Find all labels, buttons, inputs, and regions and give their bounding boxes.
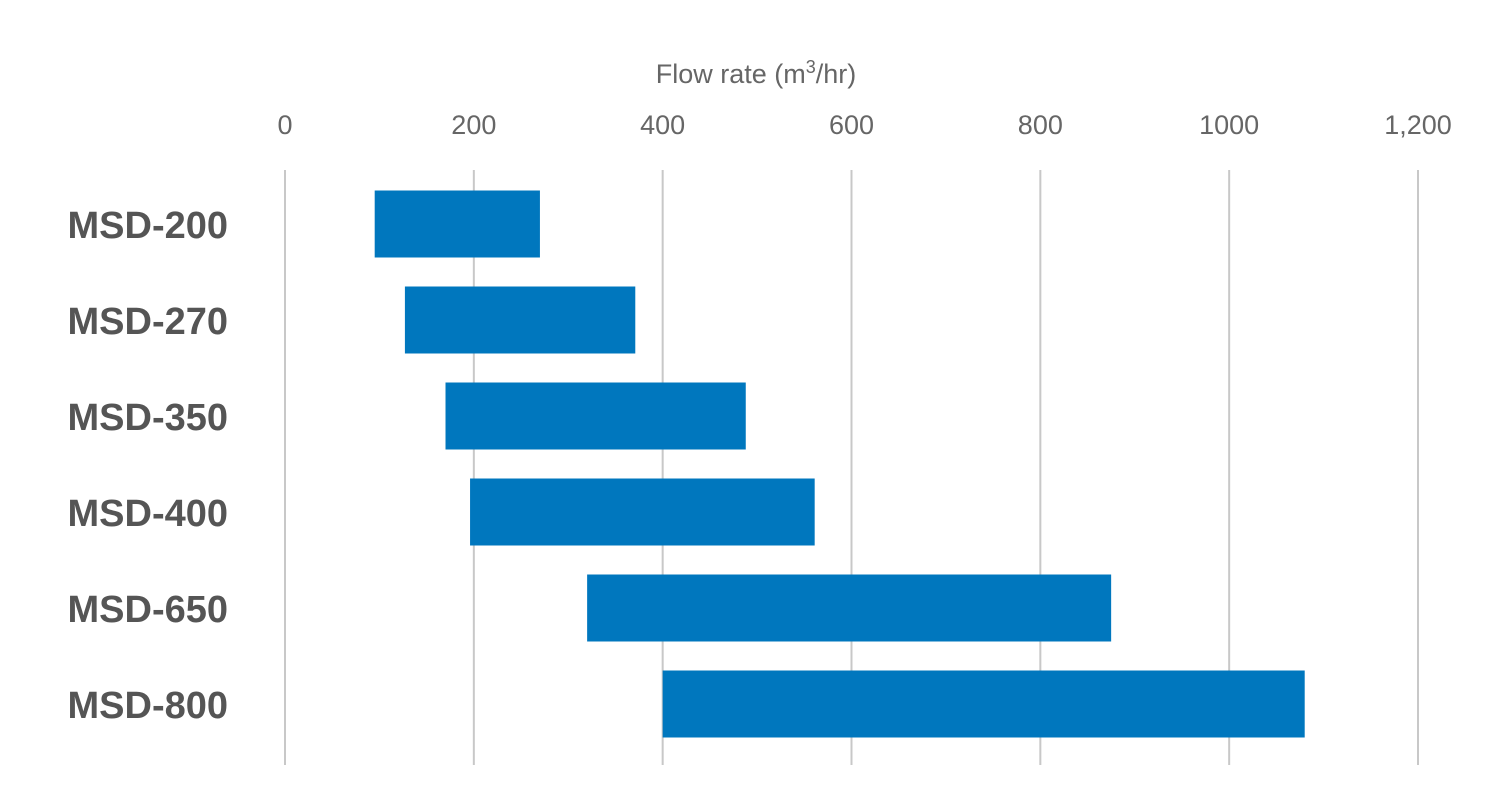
category-labels: MSD-200 MSD-270 MSD-350 MSD-400 MSD-650 MSD-8…: [68, 205, 229, 727]
bar-msd-400: [470, 478, 815, 546]
bar-msd-800: [662, 670, 1305, 738]
x-axis-title: Flow rate (m3/hr): [656, 57, 857, 89]
x-tick-label: 800: [1018, 110, 1063, 140]
x-tick-label: 200: [451, 110, 496, 140]
x-tick-label: 600: [829, 110, 874, 140]
bar-msd-650: [587, 574, 1112, 642]
x-tick-label: 1,200: [1384, 110, 1452, 140]
x-tick-label: 0: [277, 110, 292, 140]
category-label: MSD-400: [68, 493, 229, 535]
category-label: MSD-350: [68, 397, 229, 439]
x-tick-label: 400: [640, 110, 685, 140]
category-label: MSD-270: [68, 301, 229, 343]
bar-msd-200: [374, 190, 540, 258]
bar-msd-270: [404, 286, 636, 354]
gridlines: [284, 170, 1419, 765]
bars: [374, 190, 1305, 738]
category-label: MSD-200: [68, 205, 229, 247]
category-label: MSD-800: [68, 685, 229, 727]
category-label: MSD-650: [68, 589, 229, 631]
bar-msd-350: [445, 382, 746, 450]
x-tick-labels: 0 200 400 600 800 1000 1,200: [277, 110, 1451, 140]
x-tick-label: 1000: [1199, 110, 1259, 140]
